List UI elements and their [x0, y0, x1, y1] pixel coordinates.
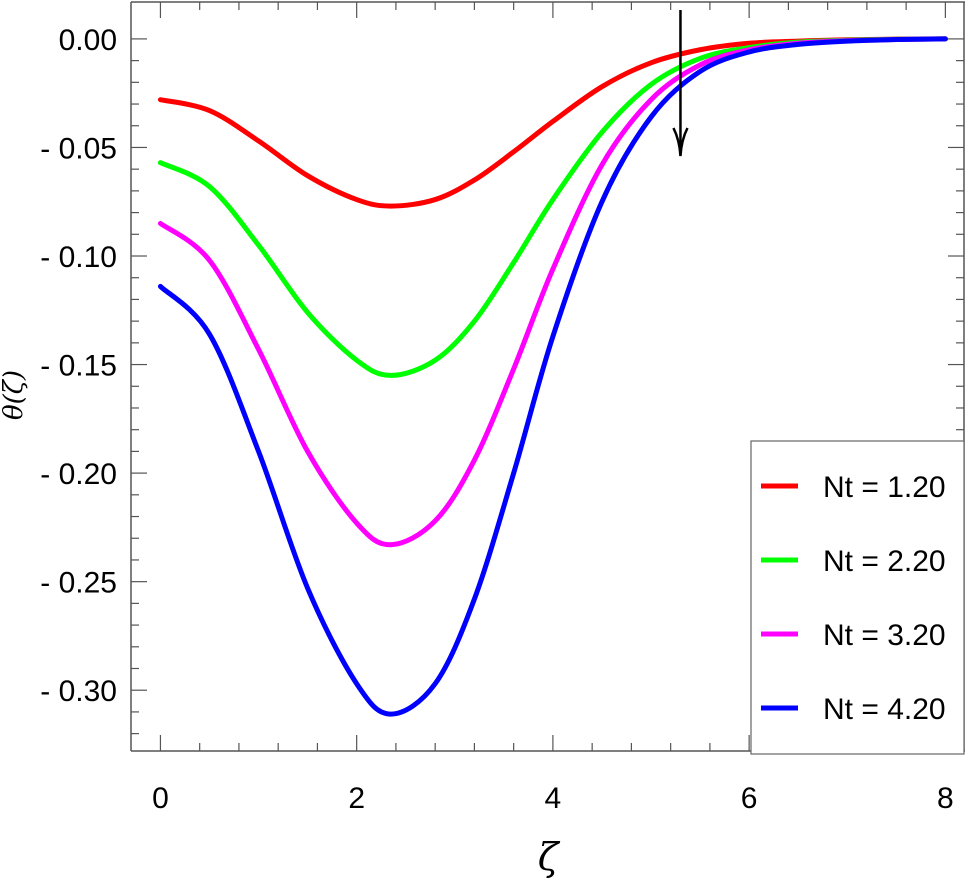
- legend-label: Nt = 1.20: [823, 471, 946, 504]
- legend: Nt = 1.20 Nt = 2.20 Nt = 3.20 Nt = 4.20: [750, 440, 965, 755]
- legend-label: Nt = 3.20: [823, 619, 946, 652]
- y-tick-label: - 0.25: [40, 567, 117, 600]
- legend-label: Nt = 2.20: [823, 545, 946, 578]
- series-line-1: [157, 36, 948, 209]
- y-tick-label: 0.00: [59, 24, 117, 57]
- trend-arrow: [672, 10, 689, 157]
- x-tick-label: 8: [937, 782, 954, 815]
- series-lines: [157, 36, 948, 717]
- series-line-4: [157, 36, 948, 717]
- tick-labels: 0 2 4 6 8 0.00 - 0.05 - 0.10 - 0.15 - 0.20 - 0.25 -…: [40, 24, 953, 815]
- series-line-2: [157, 36, 948, 378]
- x-tick-label: 4: [545, 782, 562, 815]
- y-tick-label: - 0.20: [40, 458, 117, 491]
- x-tick-label: 2: [348, 782, 365, 815]
- y-tick-label: - 0.10: [40, 241, 117, 274]
- x-tick-label: 0: [152, 782, 169, 815]
- y-tick-label: - 0.15: [40, 350, 117, 383]
- x-tick-label: 6: [741, 782, 758, 815]
- legend-label: Nt = 4.20: [823, 693, 946, 726]
- y-axis-label: θ(ζ): [0, 370, 29, 420]
- x-axis-label: ζ: [538, 835, 561, 879]
- legend-box: [750, 440, 965, 755]
- arrow-head: [672, 127, 689, 157]
- y-tick-label: - 0.05: [40, 132, 117, 165]
- y-tick-label: - 0.30: [40, 675, 117, 708]
